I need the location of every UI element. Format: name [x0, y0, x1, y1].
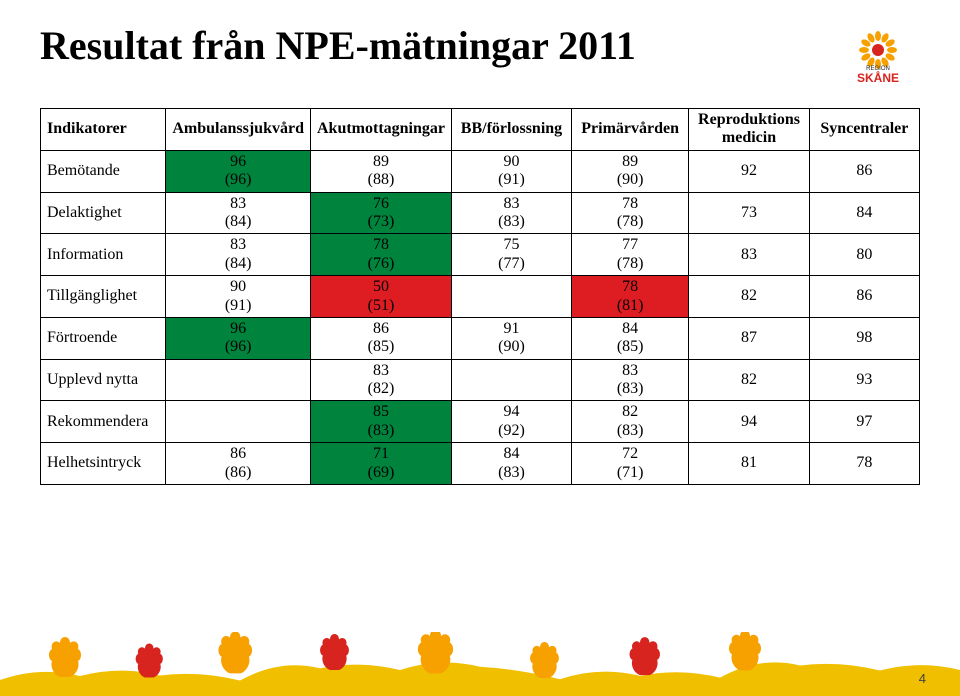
table-cell: 78	[809, 443, 919, 485]
row-label: Bemötande	[41, 150, 166, 192]
table-cell: 84	[809, 192, 919, 234]
table-cell: 86(86)	[166, 443, 311, 485]
table-row: Bemötande96(96)89(88)90(91)89(90)9286	[41, 150, 920, 192]
col-header: Ambulanssjukvård	[166, 109, 311, 151]
table-cell: 83(84)	[166, 192, 311, 234]
page-title: Resultat från NPE-mätningar 2011	[40, 24, 636, 68]
row-label: Rekommendera	[41, 401, 166, 443]
table-cell: 78(78)	[571, 192, 688, 234]
table-cell: 78(76)	[310, 234, 451, 276]
table-cell: 75(77)	[452, 234, 572, 276]
row-label: Helhetsintryck	[41, 443, 166, 485]
table-cell	[166, 359, 311, 401]
table-row: Helhetsintryck86(86)71(69)84(83)72(71)81…	[41, 443, 920, 485]
col-header: BB/förlossning	[452, 109, 572, 151]
table-row: Information83(84)78(76)75(77)77(78)8380	[41, 234, 920, 276]
results-table: Indikatorer AmbulanssjukvårdAkutmottagni…	[40, 108, 920, 485]
col-header: Akutmottagningar	[310, 109, 451, 151]
table-cell: 97	[809, 401, 919, 443]
row-label: Information	[41, 234, 166, 276]
table-row: Upplevd nytta 83(82) 83(83)8293	[41, 359, 920, 401]
col-header: Reproduktionsmedicin	[689, 109, 809, 151]
table-cell: 77(78)	[571, 234, 688, 276]
table-cell: 86(85)	[310, 317, 451, 359]
table-row: Tillgänglighet90(91)50(51) 78(81)8286	[41, 276, 920, 318]
region-skane-logo: REGION SKÅNE	[836, 24, 920, 88]
slide: Resultat från NPE-mätningar 2011 REGION …	[0, 0, 960, 696]
table-cell: 71(69)	[310, 443, 451, 485]
table-cell: 93	[809, 359, 919, 401]
table-cell: 78(81)	[571, 276, 688, 318]
table-cell: 86	[809, 276, 919, 318]
table-cell: 84(83)	[452, 443, 572, 485]
header: Resultat från NPE-mätningar 2011 REGION …	[40, 24, 920, 88]
table-cell: 83(83)	[452, 192, 572, 234]
table-cell: 96(96)	[166, 150, 311, 192]
table-cell	[452, 359, 572, 401]
svg-text:SKÅNE: SKÅNE	[857, 70, 899, 85]
table-cell: 83	[689, 234, 809, 276]
table-cell: 82	[689, 359, 809, 401]
row-label: Förtroende	[41, 317, 166, 359]
col-header: Syncentraler	[809, 109, 919, 151]
table-cell: 92	[689, 150, 809, 192]
table-cell: 82(83)	[571, 401, 688, 443]
table-cell: 89(90)	[571, 150, 688, 192]
table-cell: 86	[809, 150, 919, 192]
footer-hands-art	[0, 632, 960, 696]
table-cell: 90(91)	[166, 276, 311, 318]
table-cell: 90(91)	[452, 150, 572, 192]
table-cell: 83(84)	[166, 234, 311, 276]
row-label: Upplevd nytta	[41, 359, 166, 401]
table-cell: 73	[689, 192, 809, 234]
col-header: Primärvården	[571, 109, 688, 151]
table-cell: 50(51)	[310, 276, 451, 318]
table-cell: 91(90)	[452, 317, 572, 359]
table-cell: 83(83)	[571, 359, 688, 401]
table-cell: 94(92)	[452, 401, 572, 443]
table-header-row: Indikatorer AmbulanssjukvårdAkutmottagni…	[41, 109, 920, 151]
table-cell: 83(82)	[310, 359, 451, 401]
table-cell: 81	[689, 443, 809, 485]
table-cell	[452, 276, 572, 318]
table-cell: 89(88)	[310, 150, 451, 192]
table-cell: 98	[809, 317, 919, 359]
table-cell: 96(96)	[166, 317, 311, 359]
table-body: Bemötande96(96)89(88)90(91)89(90)9286Del…	[41, 150, 920, 484]
table-cell: 76(73)	[310, 192, 451, 234]
row-label: Tillgänglighet	[41, 276, 166, 318]
table-cell	[166, 401, 311, 443]
table-row: Förtroende96(96)86(85)91(90)84(85)8798	[41, 317, 920, 359]
row-label: Delaktighet	[41, 192, 166, 234]
table-row: Rekommendera 85(83)94(92)82(83)9497	[41, 401, 920, 443]
table-cell: 94	[689, 401, 809, 443]
page-number: 4	[919, 671, 926, 686]
table-cell: 80	[809, 234, 919, 276]
table-cell: 82	[689, 276, 809, 318]
col-header-indikatorer: Indikatorer	[41, 109, 166, 151]
table-cell: 85(83)	[310, 401, 451, 443]
table-row: Delaktighet83(84)76(73)83(83)78(78)7384	[41, 192, 920, 234]
table-cell: 72(71)	[571, 443, 688, 485]
table-cell: 87	[689, 317, 809, 359]
table-cell: 84(85)	[571, 317, 688, 359]
